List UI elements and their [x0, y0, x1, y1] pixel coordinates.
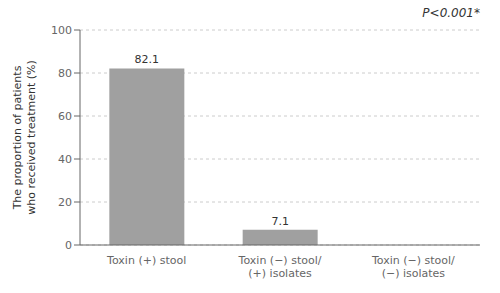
svg-text:7.1: 7.1: [271, 215, 289, 228]
svg-text:80: 80: [58, 67, 72, 80]
svg-text:Toxin (−) stool/(−) isolates: Toxin (−) stool/(−) isolates: [371, 254, 455, 280]
svg-text:100: 100: [51, 24, 72, 37]
html-text:P<0.001*: P<0.001*: [422, 6, 480, 20]
svg-text:The proportion of patientswho: The proportion of patientswho received t…: [11, 60, 37, 215]
svg-text:0: 0: [65, 239, 72, 252]
svg-text:20: 20: [58, 196, 72, 209]
svg-text:60: 60: [58, 110, 72, 123]
svg-text:Toxin (+) stool: Toxin (+) stool: [106, 254, 186, 267]
svg-text:82.1: 82.1: [135, 53, 160, 66]
svg-text:40: 40: [58, 153, 72, 166]
svg-text:Toxin (−) stool/(+) isolates: Toxin (−) stool/(+) isolates: [238, 254, 322, 280]
